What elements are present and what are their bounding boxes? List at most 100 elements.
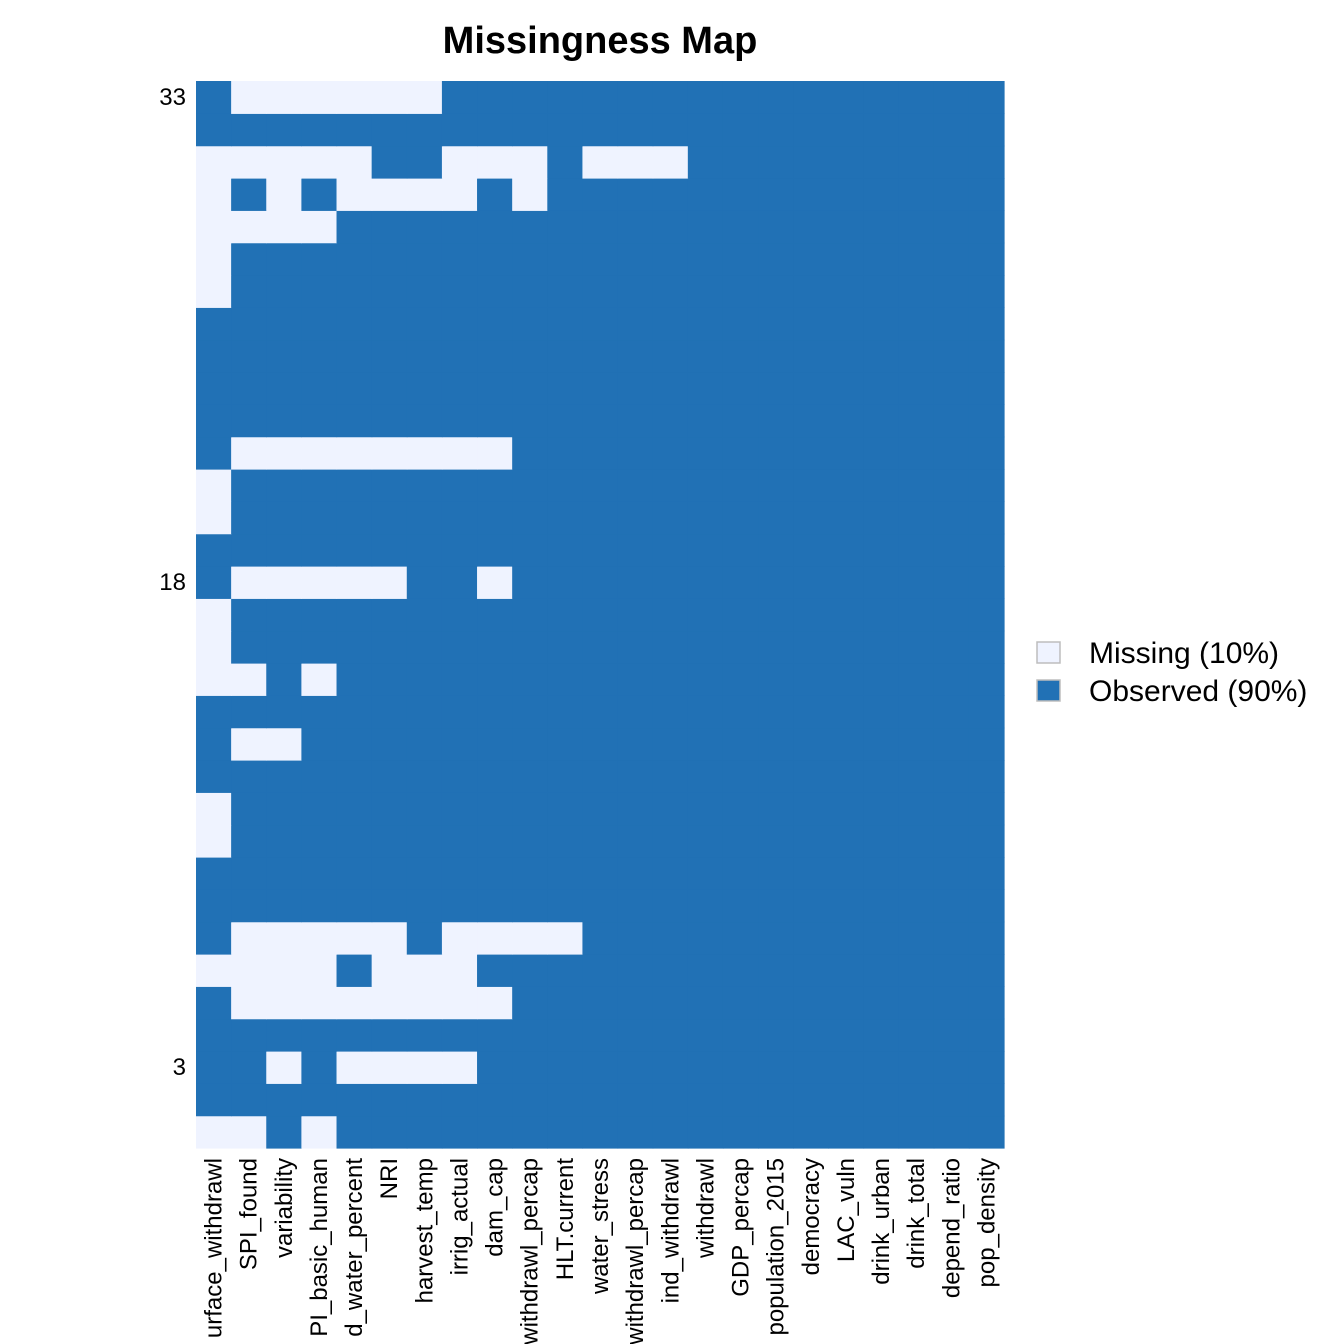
cell-row33-SPI_basic_human-missing bbox=[301, 81, 338, 114]
cell-row3-democracy-observed bbox=[793, 1051, 829, 1084]
cell-row32-NRI-observed bbox=[371, 113, 408, 147]
cell-row1-depend_ratio-observed bbox=[933, 1115, 970, 1149]
cell-row13-depend_ratio-observed bbox=[933, 727, 970, 761]
cell-row11-irrig_actual-observed bbox=[441, 792, 478, 826]
cell-row4-ind_withdrawl-observed bbox=[652, 1018, 689, 1052]
cell-row18-dom_withdrawl_percap-observed bbox=[617, 566, 654, 599]
cell-row17-SPI_basic_human-observed bbox=[301, 598, 338, 632]
cell-row3-LAC_vuln-observed bbox=[828, 1051, 865, 1084]
cell-row19-surface_withdrawl-observed bbox=[196, 533, 232, 567]
cell-row6-democracy-observed bbox=[793, 954, 829, 987]
cell-row6-SPI_basic_human-missing bbox=[301, 954, 338, 987]
cell-row1-irrig_actual-observed bbox=[441, 1115, 478, 1149]
cell-row30-HLT.current-observed bbox=[547, 178, 584, 211]
cell-row9-SPI_basic_human-observed bbox=[301, 857, 338, 890]
cell-row16-drink_total-observed bbox=[898, 630, 935, 664]
cell-row8-irrig_actual-observed bbox=[441, 889, 478, 923]
cell-row26-water_stress-observed bbox=[582, 307, 619, 341]
cell-row26-harvest_temp-observed bbox=[406, 307, 443, 341]
cell-row4-HLT.current-observed bbox=[547, 1018, 584, 1052]
cell-row33-HLT.current-observed bbox=[547, 81, 584, 114]
cell-row13-drink_urban-observed bbox=[863, 727, 900, 761]
cell-row7-harvest_temp-observed bbox=[406, 921, 443, 955]
cell-row11-pop_density-observed bbox=[968, 792, 1005, 826]
cell-row24-democracy-observed bbox=[793, 372, 829, 405]
cell-row27-ag_withdrawl_percap-observed bbox=[512, 275, 548, 308]
cell-row31-drink_urban-observed bbox=[863, 145, 900, 179]
cell-row2-ag_withdrawl_percap-observed bbox=[512, 1083, 548, 1117]
cell-row9-surface_withdrawl-observed bbox=[196, 857, 232, 890]
cell-row28-democracy-observed bbox=[793, 242, 829, 276]
cell-row6-water_stress-observed bbox=[582, 954, 619, 987]
cell-row4-SPI_basic_human-observed bbox=[301, 1018, 338, 1052]
cell-row1-variability-observed bbox=[266, 1115, 302, 1149]
cell-row19-NRI-observed bbox=[371, 533, 408, 567]
cell-row8-population_2015-observed bbox=[758, 889, 794, 923]
cell-row21-withdrawl-observed bbox=[687, 469, 724, 502]
cell-row13-GDP_percap-observed bbox=[722, 727, 759, 761]
cell-row14-variability-observed bbox=[266, 695, 302, 729]
cell-row24-withdrawl-observed bbox=[687, 372, 724, 405]
cell-row11-dam_cap-observed bbox=[477, 792, 513, 826]
cell-row13-SPI_basic_human-observed bbox=[301, 727, 338, 761]
cell-row24-ind_withdrawl-observed bbox=[652, 372, 689, 405]
cell-row6-variability-missing bbox=[266, 954, 302, 987]
cell-row9-drink_total-observed bbox=[898, 857, 935, 890]
cell-row3-variability-missing bbox=[266, 1051, 302, 1084]
cell-row8-withdrawl-observed bbox=[687, 889, 724, 923]
cell-row12-harvest_temp-observed bbox=[406, 760, 443, 793]
cell-row13-ground_water_percent-observed bbox=[336, 727, 373, 761]
cell-row23-LAC_vuln-observed bbox=[828, 404, 865, 438]
y-axis-ticks: 33 18 3 bbox=[159, 84, 186, 1081]
cell-row29-population_2015-observed bbox=[758, 210, 794, 244]
cell-row19-dam_cap-observed bbox=[477, 533, 513, 567]
cell-row27-withdrawl-observed bbox=[687, 275, 724, 308]
cell-row14-ind_withdrawl-observed bbox=[652, 695, 689, 729]
cell-row28-pop_density-observed bbox=[968, 242, 1005, 276]
cell-row16-HLT.current-observed bbox=[547, 630, 584, 664]
cell-row11-drink_urban-observed bbox=[863, 792, 900, 826]
cell-row14-GDP_percap-observed bbox=[722, 695, 759, 729]
cell-row30-SPI_found-observed bbox=[231, 178, 267, 211]
cell-row11-HLT.current-observed bbox=[547, 792, 584, 826]
cell-row12-pop_density-observed bbox=[968, 760, 1005, 793]
cell-row7-variability-missing bbox=[266, 921, 302, 955]
cell-row20-harvest_temp-observed bbox=[406, 501, 443, 535]
cell-row23-GDP_percap-observed bbox=[722, 404, 759, 438]
cell-row22-withdrawl-observed bbox=[687, 436, 724, 470]
cell-row31-dam_cap-missing bbox=[477, 145, 513, 179]
cell-row22-ground_water_percent-missing bbox=[336, 436, 373, 470]
cell-row26-ind_withdrawl-observed bbox=[652, 307, 689, 341]
cell-row31-GDP_percap-observed bbox=[722, 145, 759, 179]
cell-row13-irrig_actual-observed bbox=[441, 727, 478, 761]
cell-row11-ground_water_percent-observed bbox=[336, 792, 373, 826]
cell-row4-withdrawl-observed bbox=[687, 1018, 724, 1052]
cell-row3-harvest_temp-missing bbox=[406, 1051, 443, 1084]
cell-row10-withdrawl-observed bbox=[687, 824, 724, 858]
cell-row4-drink_total-observed bbox=[898, 1018, 935, 1052]
cell-row27-depend_ratio-observed bbox=[933, 275, 970, 308]
cell-row27-drink_urban-observed bbox=[863, 275, 900, 308]
cell-row9-ind_withdrawl-observed bbox=[652, 857, 689, 890]
heatmap-cells bbox=[196, 81, 1005, 1149]
cell-row2-surface_withdrawl-observed bbox=[196, 1083, 232, 1117]
cell-row23-drink_total-observed bbox=[898, 404, 935, 438]
cell-row13-dom_withdrawl_percap-observed bbox=[617, 727, 654, 761]
cell-row28-NRI-observed bbox=[371, 242, 408, 276]
cell-row29-SPI_found-missing bbox=[231, 210, 267, 244]
cell-row9-variability-observed bbox=[266, 857, 302, 890]
cell-row25-withdrawl-observed bbox=[687, 339, 724, 373]
cell-row29-drink_urban-observed bbox=[863, 210, 900, 244]
cell-row28-water_stress-observed bbox=[582, 242, 619, 276]
cell-row22-irrig_actual-missing bbox=[441, 436, 478, 470]
cell-row1-HLT.current-observed bbox=[547, 1115, 584, 1149]
x-tick-label-SPI_basic_human: PI_basic_human bbox=[306, 1158, 333, 1337]
cell-row20-NRI-observed bbox=[371, 501, 408, 535]
cell-row3-irrig_actual-missing bbox=[441, 1051, 478, 1084]
cell-row21-population_2015-observed bbox=[758, 469, 794, 502]
cell-row30-depend_ratio-observed bbox=[933, 178, 970, 211]
cell-row1-pop_density-observed bbox=[968, 1115, 1005, 1149]
cell-row21-dam_cap-observed bbox=[477, 469, 513, 502]
cell-row33-ag_withdrawl_percap-observed bbox=[512, 81, 548, 114]
cell-row16-population_2015-observed bbox=[758, 630, 794, 664]
